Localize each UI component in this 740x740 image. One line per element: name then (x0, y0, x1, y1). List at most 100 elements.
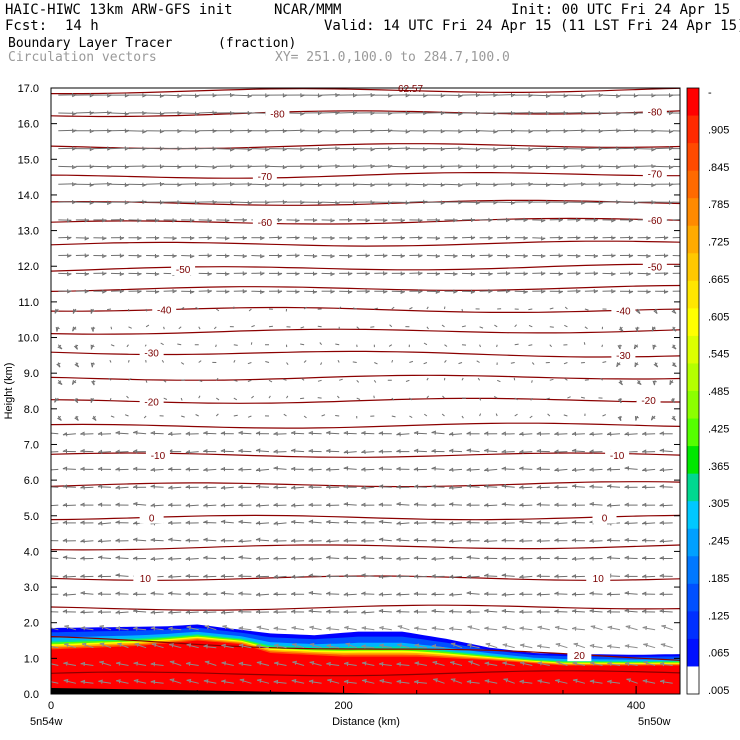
vector-head (225, 218, 230, 223)
vector-head (611, 271, 616, 277)
wind-vector (549, 307, 554, 310)
wind-vector (413, 520, 427, 526)
wind-vector (134, 642, 147, 649)
vector-head (57, 344, 63, 350)
wind-vector (396, 501, 410, 507)
wind-vector (431, 466, 445, 471)
vector-shaft (466, 592, 480, 595)
wind-vector (255, 609, 270, 614)
wind-vector (479, 271, 493, 277)
vector-head (330, 254, 335, 259)
vector-head (97, 449, 103, 455)
x-axis: 0 200 400 (48, 686, 645, 712)
vector-head (45, 468, 49, 472)
vector-head (220, 485, 226, 490)
wind-vector (169, 643, 182, 649)
vector-head (238, 609, 243, 614)
vector-head (142, 182, 147, 187)
wind-vector (536, 644, 550, 649)
wind-vector (75, 218, 90, 223)
wind-vector (343, 502, 357, 507)
wind-vector (216, 218, 230, 223)
wind-vector (655, 253, 669, 258)
vector-shaft (624, 592, 638, 595)
wind-vector (317, 325, 322, 328)
vector-head (378, 592, 384, 597)
contour-label: -20 (144, 397, 159, 408)
wind-vector (251, 325, 255, 328)
vector-head (45, 539, 49, 543)
vector-head (326, 430, 331, 435)
vector-head (317, 110, 323, 116)
wind-vector (589, 501, 603, 507)
vector-head (483, 431, 489, 436)
vector-shaft (321, 94, 340, 96)
vector-shaft (602, 414, 606, 417)
vector-shaft (169, 644, 182, 649)
contour-label-bg (642, 105, 667, 118)
wind-vector (479, 344, 481, 348)
wind-vector (659, 573, 673, 578)
vector-head (651, 129, 656, 134)
wind-vector (339, 110, 358, 116)
wind-vector (537, 625, 550, 631)
vector-head (554, 431, 559, 436)
wind-vector (75, 253, 90, 258)
vector-head (137, 271, 142, 277)
wind-vector (321, 271, 335, 277)
wind-vector (571, 538, 585, 543)
vector-shaft (308, 521, 322, 524)
wind-vector (198, 289, 212, 294)
vector-shaft (554, 626, 568, 631)
vector-shaft (409, 272, 423, 274)
vector-head (449, 660, 455, 666)
wind-vector (461, 111, 481, 116)
vector-head (292, 660, 298, 665)
vector-head (238, 430, 243, 436)
vector-shaft (479, 290, 493, 292)
wind-vector (378, 431, 392, 436)
vector-head (90, 308, 95, 314)
vector-shaft (338, 306, 342, 310)
wind-vector (549, 93, 569, 98)
vector-head (325, 573, 331, 579)
vector-shaft (624, 663, 638, 666)
vector-shaft (163, 379, 167, 383)
wind-vector (51, 557, 59, 559)
wind-vector (448, 467, 463, 472)
vector-head (325, 609, 331, 614)
wind-vector (660, 643, 673, 649)
wind-vector (624, 484, 638, 490)
vector-shaft (409, 200, 428, 203)
wind-vector (391, 129, 411, 134)
vector-shaft (251, 325, 255, 328)
wind-vector (651, 326, 656, 332)
vector-shaft (496, 344, 498, 348)
wind-vector (617, 397, 623, 404)
wind-vector (80, 679, 94, 684)
vector-shaft (607, 626, 621, 631)
wind-vector (641, 609, 656, 614)
vector-shaft (584, 379, 589, 381)
wind-vector (554, 574, 568, 579)
vector-head (642, 467, 647, 473)
vector-head (325, 484, 331, 490)
wind-vector (90, 397, 95, 403)
vector-shaft (133, 680, 147, 684)
wind-vector (273, 643, 287, 649)
wind-vector (273, 484, 287, 490)
wind-vector (115, 430, 129, 436)
vector-shaft (233, 94, 252, 97)
vector-shaft (572, 628, 585, 631)
vector-shaft (300, 397, 305, 400)
wind-vector (391, 415, 396, 418)
vector-shaft (519, 486, 533, 489)
wind-vector (655, 200, 674, 205)
vector-head (256, 661, 262, 666)
wind-vector (326, 626, 340, 631)
wind-vector (519, 626, 533, 631)
vector-head (167, 556, 173, 561)
wind-vector (571, 467, 585, 473)
vector-head (313, 271, 318, 276)
vector-shaft (602, 147, 621, 150)
